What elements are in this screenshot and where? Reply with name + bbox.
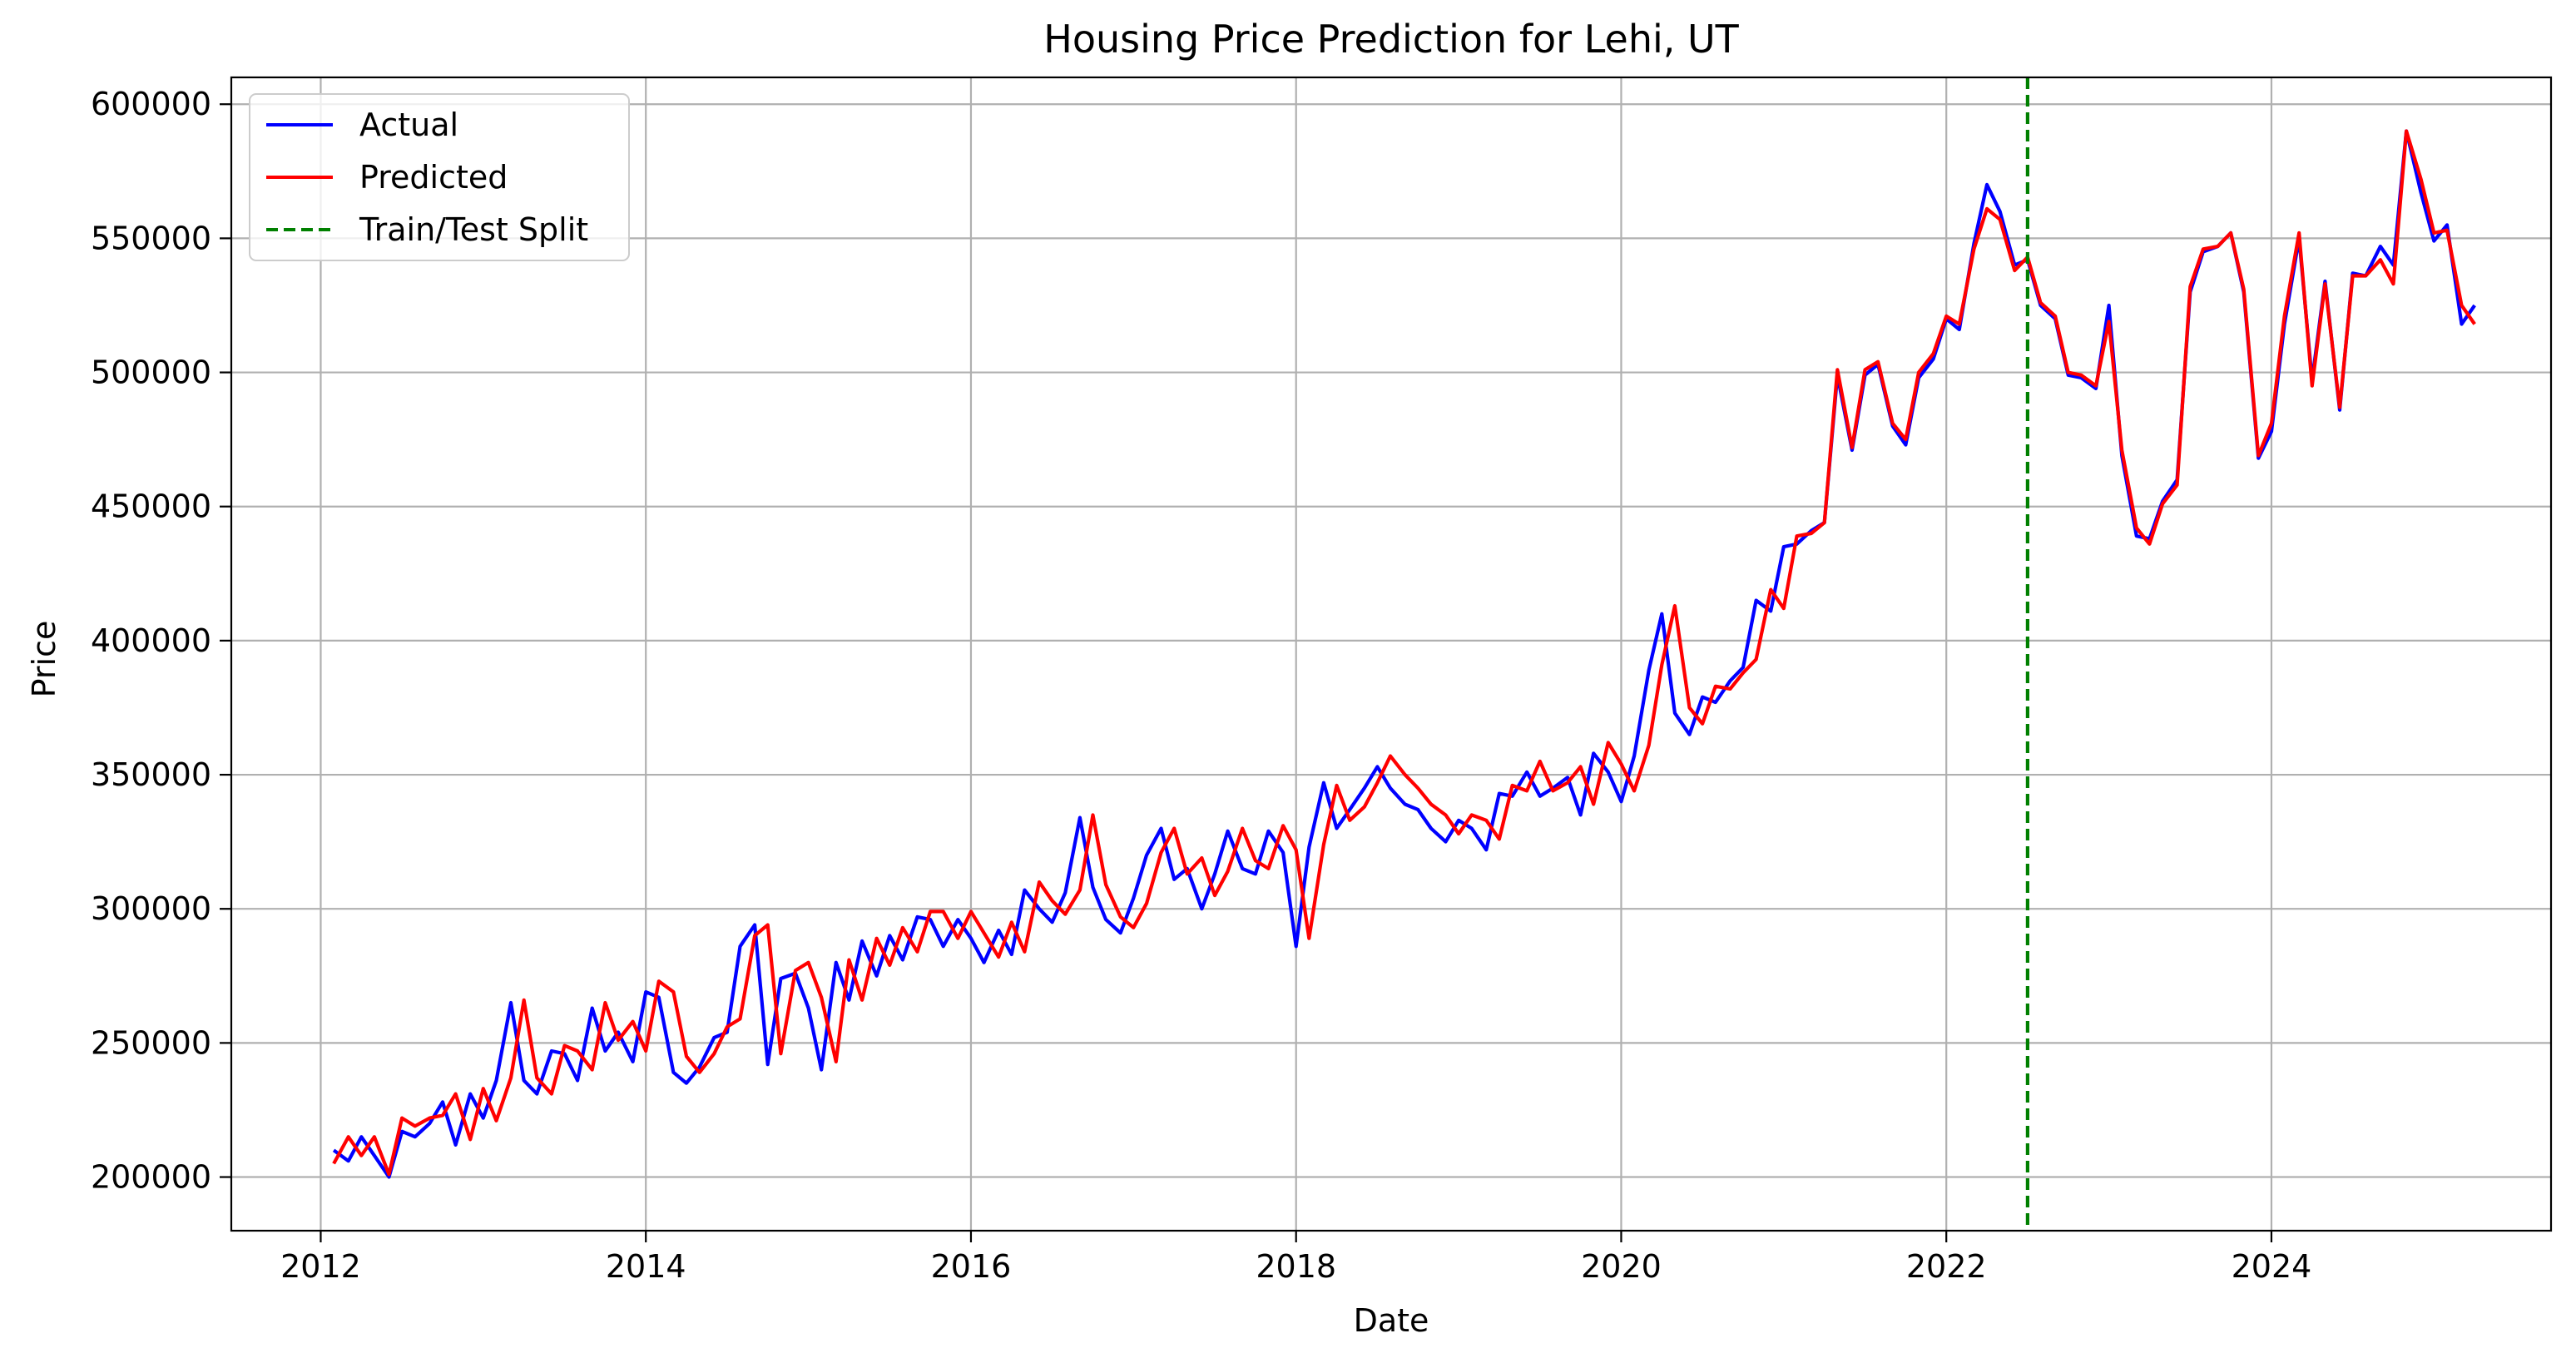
x-tick-label: 2016 — [931, 1248, 1012, 1285]
y-axis-label: Price — [26, 621, 62, 698]
legend-label-train-test-split: Train/Test Split — [359, 211, 588, 248]
y-tick-label: 350000 — [91, 756, 211, 793]
y-tick-label: 550000 — [91, 220, 211, 256]
x-tick-label: 2014 — [606, 1248, 686, 1285]
x-tick-label: 2022 — [1906, 1248, 1987, 1285]
y-tick-label: 300000 — [91, 890, 211, 927]
x-tick-label: 2024 — [2232, 1248, 2312, 1285]
chart-title: Housing Price Prediction for Lehi, UT — [1043, 17, 1739, 62]
y-tick-label: 400000 — [91, 622, 211, 659]
series-lines — [332, 77, 2476, 1231]
y-tick-label: 200000 — [91, 1159, 211, 1196]
grid-lines — [231, 77, 2551, 1231]
x-tick-label: 2020 — [1581, 1248, 1662, 1285]
plot-area-frame — [230, 76, 2553, 1232]
x-axis-label: Date — [1354, 1302, 1429, 1339]
y-tick-label: 600000 — [91, 86, 211, 122]
x-tick-label: 2018 — [1256, 1248, 1336, 1285]
legend-label-predicted: Predicted — [359, 159, 508, 196]
legend-label-actual: Actual — [359, 107, 458, 143]
series-line-predicted — [332, 129, 2476, 1177]
x-tick-label: 2012 — [280, 1248, 361, 1285]
legend: Actual Predicted Train/Test Split — [249, 93, 630, 261]
y-tick-label: 450000 — [91, 488, 211, 525]
axis-ticks: 2012 2014 2016 2018 2020 2022 2024 200000 250000… — [91, 86, 2311, 1285]
y-tick-label: 250000 — [91, 1024, 211, 1061]
y-tick-label: 500000 — [91, 354, 211, 391]
legend-box — [249, 93, 630, 261]
